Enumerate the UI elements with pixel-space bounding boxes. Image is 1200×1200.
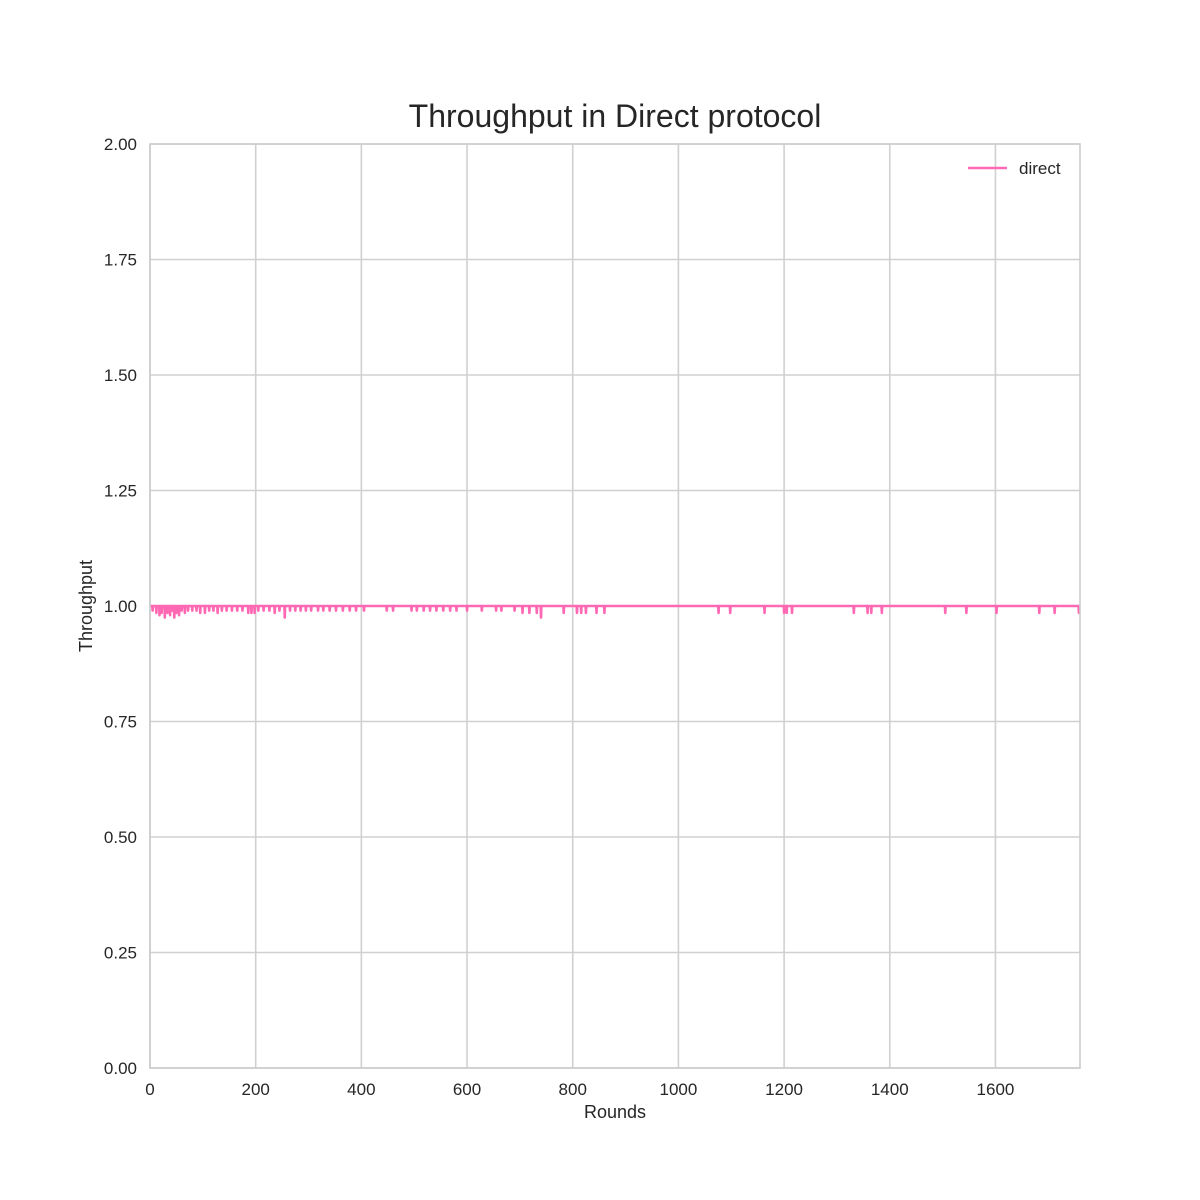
y-tick-label: 1.50: [104, 366, 137, 385]
y-tick-label: 2.00: [104, 135, 137, 154]
x-tick-label: 1000: [659, 1080, 697, 1099]
x-tick-label: 1400: [871, 1080, 909, 1099]
x-tick-label: 0: [145, 1080, 154, 1099]
x-axis-label: Rounds: [584, 1102, 646, 1122]
y-axis-ticks: 0.00 0.25 0.50 0.75 1.00 1.25 1.50 1.75 2.00: [104, 135, 137, 1078]
y-tick-label: 1.75: [104, 251, 137, 270]
y-tick-label: 0.25: [104, 944, 137, 963]
y-tick-label: 1.25: [104, 482, 137, 501]
y-tick-label: 0.75: [104, 713, 137, 732]
x-tick-label: 800: [559, 1080, 587, 1099]
x-tick-label: 600: [453, 1080, 481, 1099]
y-axis-label: Throughput: [76, 560, 96, 652]
x-tick-label: 200: [241, 1080, 269, 1099]
chart-title: Throughput in Direct protocol: [409, 98, 822, 134]
legend-label: direct: [1019, 159, 1061, 178]
y-tick-label: 0.50: [104, 828, 137, 847]
y-tick-label: 0.00: [104, 1059, 137, 1078]
y-tick-label: 1.00: [104, 597, 137, 616]
x-tick-label: 400: [347, 1080, 375, 1099]
x-axis-ticks: 0 200 400 600 800 1000 1200 1400 1600: [145, 1080, 1014, 1099]
plot-frame: [149, 143, 1081, 1069]
series-line-direct: [150, 604, 1081, 619]
x-tick-label: 1600: [977, 1080, 1015, 1099]
series-layer: [150, 604, 1081, 619]
legend: direct: [968, 159, 1061, 178]
x-tick-label: 1200: [765, 1080, 803, 1099]
